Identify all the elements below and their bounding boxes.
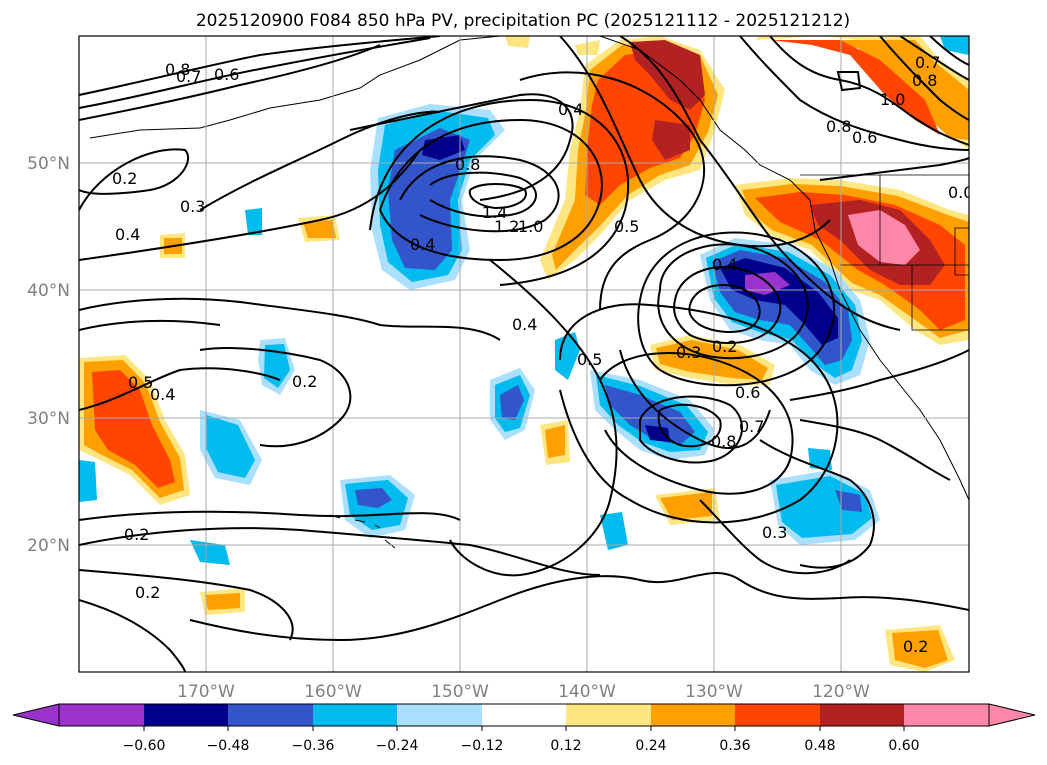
contour-label: 0.0 [948,183,973,202]
contour-label: 0.5 [128,373,153,392]
contour-label: 0.2 [135,583,160,602]
colorbar-segment [820,704,904,726]
contour-label: 0.2 [292,372,317,391]
colorbar-segment [566,704,651,726]
shading-layer [79,36,969,672]
lon-label: 150°W [431,682,489,702]
contour-label: 0.7 [176,67,201,86]
contour-label: 0.4 [410,235,435,254]
colorbar-tick-label: −0.36 [292,738,335,754]
colorbar-tick-label: 0.48 [804,738,835,754]
map-content: 0.8 0.7 0.6 0.2 0.3 0.4 0.8 0.4 0.5 0.4 … [79,36,973,672]
lat-label: 50°N [27,154,70,174]
colorbar: −0.60 −0.48 −0.36 −0.24 −0.12 0.12 0.24 … [12,703,1036,754]
colorbar-tick-label: 0.12 [550,738,581,754]
contour-labels: 0.8 0.7 0.6 0.2 0.3 0.4 0.8 0.4 0.5 0.4 … [112,53,973,656]
colorbar-tick-label: 0.36 [719,738,750,754]
contour-label: 0.3 [676,343,701,362]
lon-labels: 170°W 160°W 150°W 140°W 130°W 120°W [177,682,870,702]
contour-label: 1.2 [494,217,519,236]
pv-contours [79,36,969,672]
colorbar-segment [904,704,989,726]
contour-label: 0.4 [558,100,583,119]
colorbar-segment [482,704,566,726]
colorbar-extend-min [12,703,60,727]
figure-title: 2025120900 F084 850 hPa PV, precipitatio… [196,11,850,31]
contour-label: 0.8 [455,155,480,174]
contour-label: 0.4 [115,225,140,244]
contour-label: 0.8 [826,117,851,136]
lon-label: 120°W [812,682,870,702]
colorbar-tick-label: −0.60 [123,738,166,754]
contour-label: 0.3 [762,523,787,542]
contour-label: 0.7 [915,53,940,72]
contour-label: 0.3 [180,197,205,216]
contour-label: 0.5 [614,217,639,236]
contour-label: 0.2 [903,637,928,656]
colorbar-tick-label: −0.24 [376,738,419,754]
contour-label: 0.2 [124,525,149,544]
colorbar-tick-label: −0.12 [461,738,504,754]
lon-label: 160°W [304,682,362,702]
colorbar-tick-label: 0.24 [635,738,666,754]
contour-label: 1.0 [880,90,905,109]
lat-labels: 50°N 40°N 30°N 20°N [27,154,70,556]
contour-label: 1.0 [518,217,543,236]
contour-label: 0.7 [739,417,764,436]
colorbar-segment [735,704,820,726]
colorbar-extend-max [988,703,1036,727]
lon-label: 140°W [558,682,616,702]
colorbar-frame [58,703,990,727]
lon-label: 130°W [685,682,743,702]
lat-label: 40°N [27,281,70,301]
lat-label: 30°N [27,409,70,429]
lat-label: 20°N [27,536,70,556]
state-borders [800,174,969,331]
colorbar-segment [651,704,735,726]
colorbar-ticks [143,726,905,731]
contour-label: 0.8 [165,60,190,79]
contour-label: 1.4 [482,203,507,222]
contour-label: 0.2 [112,169,137,188]
contour-label: 0.4 [150,385,175,404]
colorbar-segment [397,704,482,726]
contour-label: 0.4 [512,315,537,334]
contour-label: 0.2 [712,337,737,356]
map-frame [78,35,970,673]
colorbar-segment [59,704,144,726]
lon-label: 170°W [177,682,235,702]
contour-label: 0.4 [712,255,737,274]
contour-label: 0.6 [735,383,760,402]
contour-label: 0.6 [852,128,877,147]
colorbar-segment [313,704,397,726]
contour-label: 0.5 [577,350,602,369]
contour-label: 0.8 [711,432,736,451]
contour-label: 0.6 [214,65,239,84]
contour-label: 0.8 [912,71,937,90]
colorbar-tick-label: −0.48 [207,738,250,754]
colorbar-segment [228,704,313,726]
colorbar-segment [144,704,228,726]
colorbar-tick-label: 0.60 [888,738,919,754]
